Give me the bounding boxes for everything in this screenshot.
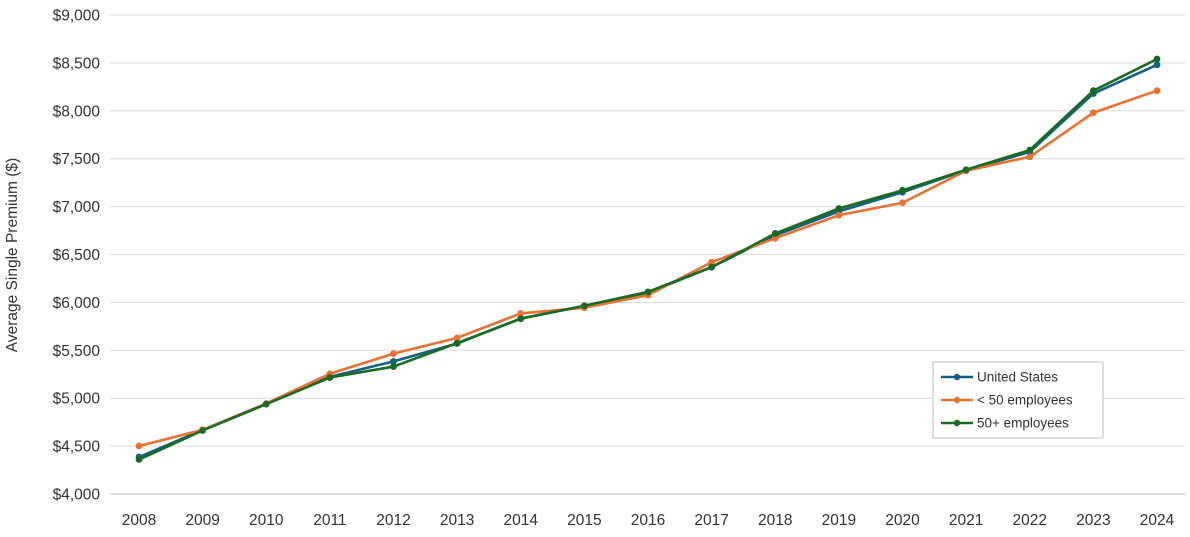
series-marker-50-employees [1026, 146, 1034, 154]
y-axis-title: Average Single Premium ($) [4, 158, 21, 352]
y-tick-label: $5,000 [53, 391, 101, 408]
x-tick-label: 2012 [376, 512, 410, 529]
x-tick-label: 2020 [885, 512, 920, 529]
series-marker-50-employees [835, 211, 843, 219]
legend-label-united-states: United States [977, 370, 1058, 385]
y-tick-label: $9,000 [53, 8, 101, 25]
x-tick-label: 2024 [1140, 512, 1175, 529]
series-marker-50-employees [517, 315, 525, 323]
series-marker-50-employees [262, 400, 270, 408]
series-marker-50-employees [517, 310, 525, 317]
x-tick-label: 2011 [313, 512, 346, 529]
series-marker-50-employees [1153, 87, 1161, 95]
x-tick-label: 2018 [758, 512, 792, 529]
series-marker-50-employees [453, 334, 461, 342]
x-tick-label: 2022 [1013, 512, 1047, 529]
series-marker-50-employees [390, 363, 397, 370]
y-tick-label: $6,000 [53, 295, 101, 312]
series-marker-50-employees [1089, 109, 1097, 117]
series-marker-50-employees [1153, 55, 1161, 63]
x-tick-label: 2019 [822, 512, 856, 529]
series-marker-50-employees [771, 234, 779, 242]
series-marker-50-employees [135, 456, 143, 463]
x-tick-label: 2014 [504, 512, 539, 529]
x-tick-label: 2021 [949, 512, 983, 529]
y-tick-label: $4,500 [53, 439, 101, 456]
x-tick-label: 2009 [185, 512, 219, 529]
x-tick-label: 2016 [631, 512, 665, 529]
y-tick-label: $5,500 [53, 343, 101, 360]
legend-marker-50-employees [953, 419, 961, 427]
series-marker-50-employees [326, 374, 334, 382]
x-tick-label: 2010 [249, 512, 284, 529]
series-marker-50-employees [390, 350, 397, 358]
series-marker-50-employees [962, 166, 970, 174]
y-tick-label: $7,500 [53, 151, 101, 168]
x-tick-label: 2015 [567, 512, 601, 529]
series-marker-50-employees [899, 186, 906, 194]
series-marker-50-employees [1026, 153, 1034, 161]
series-marker-united-states [390, 358, 397, 365]
y-tick-label: $7,000 [53, 199, 101, 216]
y-tick-label: $4,000 [53, 487, 101, 504]
series-marker-50-employees [708, 258, 716, 266]
x-tick-label: 2017 [694, 512, 728, 529]
x-tick-label: 2008 [122, 512, 156, 529]
series-marker-50-employees [135, 442, 143, 450]
x-tick-label: 2023 [1076, 512, 1110, 529]
legend-label-50-employees: < 50 employees [977, 393, 1073, 408]
series-marker-50-employees [199, 427, 207, 434]
legend-marker-50-employees [953, 396, 961, 404]
series-marker-united-states [1153, 61, 1161, 69]
series-marker-50-employees [644, 288, 652, 296]
series-marker-50-employees [771, 230, 779, 237]
series-marker-50-employees [1089, 87, 1097, 95]
series-marker-50-employees [580, 302, 588, 310]
series-marker-50-employees [835, 205, 843, 212]
series-marker-50-employees [708, 263, 716, 271]
series-marker-50-employees [899, 199, 906, 207]
legend-marker-united-states [953, 373, 961, 381]
series-marker-50-employees [453, 339, 461, 347]
y-tick-label: $8,500 [53, 55, 101, 72]
y-tick-label: $6,500 [53, 247, 101, 264]
legend-label-50-employees: 50+ employees [977, 416, 1069, 431]
x-tick-label: 2013 [440, 512, 474, 529]
y-tick-label: $8,000 [53, 103, 101, 120]
